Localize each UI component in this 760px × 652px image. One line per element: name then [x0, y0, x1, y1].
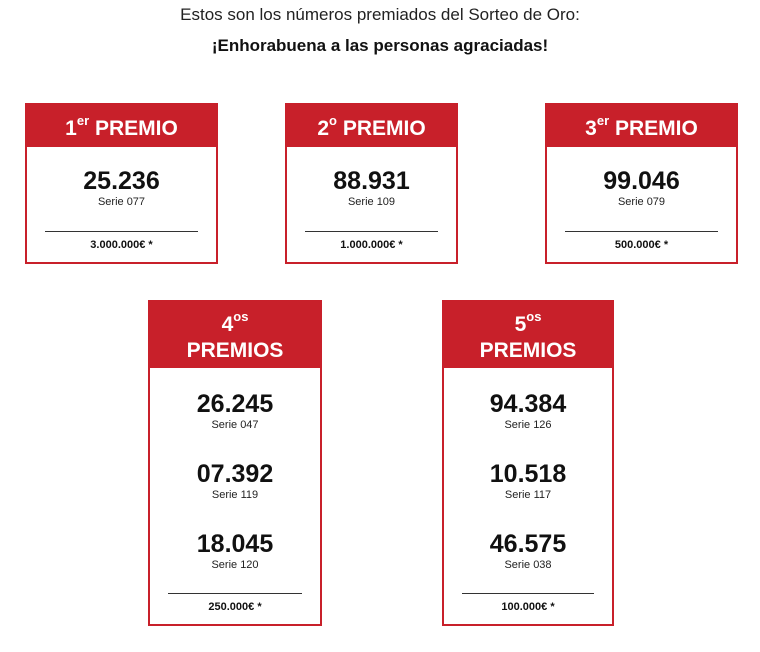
winning-number: 26.245	[196, 390, 274, 418]
serie: Serie 126	[504, 419, 552, 431]
prize-card: 2o PREMIO 88.931 Serie 109 1.000.000€ *	[285, 103, 458, 264]
divider	[462, 593, 594, 594]
prize-ordinal: 1	[65, 117, 77, 140]
winning-number: 46.575	[489, 530, 567, 558]
prize-label: PREMIO	[94, 117, 178, 140]
winning-number: 94.384	[489, 390, 567, 418]
winning-number: 25.236	[83, 167, 160, 195]
divider	[565, 231, 718, 232]
serie: Serie 119	[211, 489, 259, 501]
prize-title: 2o PREMIO	[317, 110, 425, 142]
prize-label: PREMIO	[614, 117, 698, 140]
prize-card: 4os PREMIOS 26.245 Serie 047 07.392 Serie 119…	[148, 300, 322, 626]
intro-text: Estos son los números premiados del Sort…	[180, 5, 580, 24]
serie: Serie 038	[504, 559, 552, 571]
prize-amount: 250.000€ *	[208, 601, 262, 613]
winning-number: 07.392	[196, 460, 274, 488]
prize-suffix: er	[76, 113, 90, 128]
serie: Serie 117	[504, 489, 552, 501]
prize-suffix: os	[233, 309, 249, 324]
prize-ordinal: 5	[514, 313, 527, 336]
prize-title: 5os	[515, 306, 542, 338]
prize-label: PREMIO	[342, 117, 426, 140]
congrats-text: ¡Enhorabuena a las personas agraciadas!	[211, 36, 549, 55]
prize-amount: 500.000€ *	[614, 239, 669, 251]
prize-suffix: os	[526, 309, 542, 324]
prize-card: 5os PREMIOS 94.384 Serie 126 10.518 Serie 117…	[442, 300, 614, 626]
serie: Serie 079	[617, 196, 666, 208]
prize-header: 3er PREMIO	[547, 105, 736, 147]
serie: Serie 120	[211, 559, 259, 571]
prize-title: 1er PREMIO	[65, 110, 178, 142]
prize-label: PREMIOS	[186, 339, 284, 362]
winning-number: 18.045	[196, 530, 274, 558]
prize-title: 3er PREMIO	[585, 110, 698, 142]
prize-title: 4os	[222, 306, 249, 338]
divider	[45, 231, 198, 232]
prize-suffix: o	[329, 113, 337, 128]
prize-card: 3er PREMIO 99.046 Serie 079 500.000€ *	[545, 103, 738, 264]
prize-label: PREMIOS	[479, 339, 577, 362]
divider	[168, 593, 302, 594]
serie: Serie 109	[347, 196, 396, 208]
prize-amount: 1.000.000€ *	[340, 239, 403, 251]
prize-header: 2o PREMIO	[287, 105, 456, 147]
winning-number: 88.931	[333, 167, 410, 195]
serie: Serie 077	[97, 196, 146, 208]
prize-ordinal: 4	[221, 313, 234, 336]
prize-amount: 100.000€ *	[501, 601, 555, 613]
winning-number: 10.518	[489, 460, 567, 488]
prize-header: 1er PREMIO	[27, 105, 216, 147]
serie: Serie 047	[211, 419, 259, 431]
prize-amount: 3.000.000€ *	[90, 239, 153, 251]
winning-number: 99.046	[603, 167, 680, 195]
prize-ordinal: 2	[317, 117, 330, 140]
prize-header: 4os PREMIOS	[150, 302, 320, 368]
prize-suffix: er	[596, 113, 610, 128]
divider	[305, 231, 438, 232]
prize-ordinal: 3	[585, 117, 597, 140]
prize-header: 5os PREMIOS	[444, 302, 612, 368]
prize-card: 1er PREMIO 25.236 Serie 077 3.000.000€ *	[25, 103, 218, 264]
